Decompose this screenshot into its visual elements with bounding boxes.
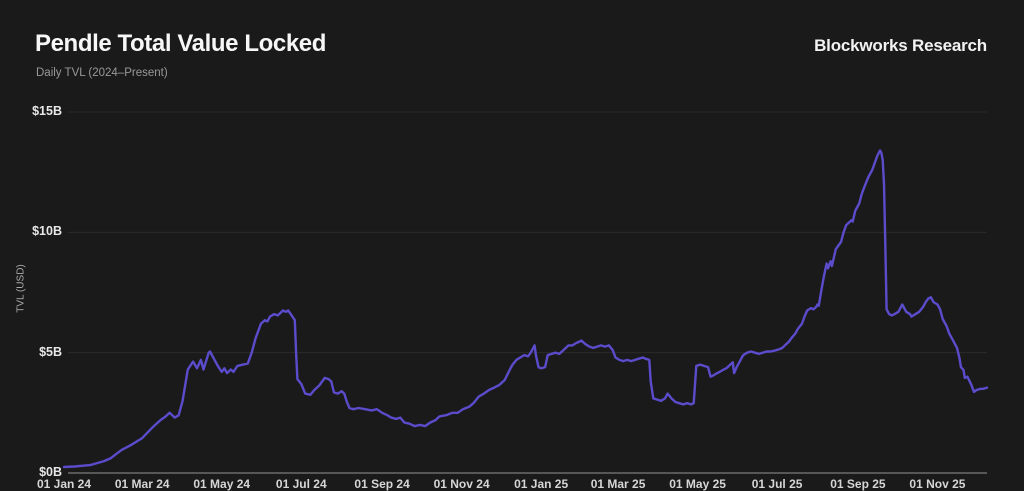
y-tick-label: $5B [39, 344, 62, 359]
x-tick-label: 01 Nov 24 [433, 477, 490, 491]
x-tick-label: 01 Mar 25 [590, 477, 646, 491]
x-tick-label: 01 Jan 25 [514, 477, 569, 491]
x-tick-label: 01 Jul 25 [751, 477, 803, 491]
page-title: Pendle Total Value Locked [35, 30, 326, 57]
y-tick-label: $10B [32, 224, 62, 239]
x-tick-label: 01 Jul 24 [275, 477, 327, 491]
x-tick-label: 01 Mar 24 [114, 477, 170, 491]
x-tick-label: 01 Sep 24 [354, 477, 410, 491]
x-tick-label: 01 Nov 25 [909, 477, 966, 491]
chart-subtitle: Daily TVL (2024–Present) [36, 67, 168, 79]
x-tick-label: 01 May 25 [669, 477, 726, 491]
tvl-series-line [62, 149, 989, 469]
x-tick-label: 01 Sep 25 [830, 477, 886, 491]
x-tick-label: 01 Jan 24 [36, 477, 92, 491]
y-tick-label: $0B [39, 465, 62, 479]
y-tick-label: $15B [32, 104, 62, 118]
x-tick-label: 01 May 24 [193, 477, 251, 491]
brand-wordmark: Blockworks Research [814, 36, 987, 55]
